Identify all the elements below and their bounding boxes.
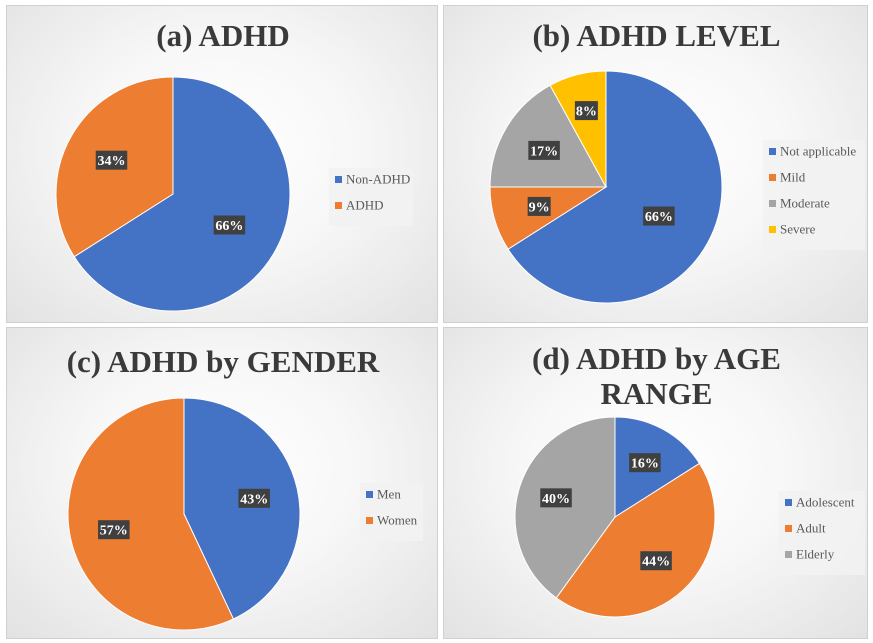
data-label-box-b-3 xyxy=(574,101,598,121)
data-label-b-3: 8% xyxy=(576,105,597,120)
chart-title-d-line-2: RANGE xyxy=(601,376,713,411)
pie-slice-a-non-adhd xyxy=(73,76,291,312)
legend-label-a-0: Non-ADHD xyxy=(346,172,410,187)
data-label-box-b-1 xyxy=(527,196,551,216)
data-label-box-d-0 xyxy=(629,453,661,473)
pie-slice-c-women xyxy=(67,397,235,631)
chart-panel-d: (d) ADHD by AGE RANGE 16% 44% 40% Adolescent A… xyxy=(443,327,868,639)
legend-swatch-c-0 xyxy=(366,491,373,498)
legend-label-d-0: Adolescent xyxy=(796,495,855,510)
legend-label-b-2: Moderate xyxy=(780,196,830,211)
data-label-c-0: 43% xyxy=(240,492,268,507)
pie-slice-b-severe xyxy=(549,70,607,188)
chart-panel-b: (b) ADHD LEVEL 66% 9% 17% 8% Not applicable Mi… xyxy=(443,5,868,323)
data-label-d-2: 40% xyxy=(542,492,570,507)
legend-label-c-0: Men xyxy=(377,487,401,502)
data-label-c-1: 57% xyxy=(100,524,128,539)
pie-chart-b: (b) ADHD LEVEL 66% 9% 17% 8% Not applicable Mi… xyxy=(489,18,865,304)
legend-label-b-3: Severe xyxy=(780,222,816,237)
pie-chart-c: (c) ADHD by GENDER 43% 57% Men Women xyxy=(67,344,423,631)
pie-slice-d-elderly xyxy=(514,416,616,599)
data-label-box-d-1 xyxy=(640,551,672,571)
legend-swatch-b-3 xyxy=(769,226,776,233)
legend-label-a-1: ADHD xyxy=(346,198,384,213)
legend-d xyxy=(779,491,865,575)
legend-label-b-1: Mild xyxy=(780,170,806,185)
data-label-d-1: 44% xyxy=(642,555,670,570)
legend-swatch-a-1 xyxy=(335,202,342,209)
data-label-box-b-2 xyxy=(528,140,560,160)
chart-panel-a: (a) ADHD 66% 34% Non-ADHD ADHD xyxy=(6,5,438,323)
chart-title-c: (c) ADHD by GENDER xyxy=(67,344,380,379)
legend-swatch-d-1 xyxy=(785,525,792,532)
data-label-b-1: 9% xyxy=(529,200,550,215)
data-label-a-1: 34% xyxy=(97,154,125,169)
legend-label-d-1: Adult xyxy=(796,521,826,536)
legend-label-c-1: Women xyxy=(377,513,418,528)
legend-swatch-b-0 xyxy=(769,148,776,155)
pie-chart-a: (a) ADHD 66% 34% Non-ADHD ADHD xyxy=(55,18,413,312)
data-label-box-b-0 xyxy=(643,206,675,226)
legend-swatch-b-1 xyxy=(769,174,776,181)
data-label-box-c-1 xyxy=(98,520,130,540)
pie-slice-d-adult xyxy=(555,462,716,618)
legend-b xyxy=(763,140,865,250)
data-label-b-0: 66% xyxy=(645,210,673,225)
legend-swatch-d-0 xyxy=(785,499,792,506)
legend-a xyxy=(329,168,413,226)
legend-swatch-a-0 xyxy=(335,176,342,183)
chart-title-d-line-1: (d) ADHD by AGE xyxy=(532,341,781,376)
chart-panel-c: (c) ADHD by GENDER 43% 57% Men Women xyxy=(6,327,438,639)
chart-title-b: (b) ADHD LEVEL xyxy=(532,18,780,53)
data-label-box-a-1 xyxy=(95,150,128,170)
pie-slice-b-not-applicable xyxy=(507,70,723,304)
legend-swatch-b-2 xyxy=(769,200,776,207)
data-label-d-0: 16% xyxy=(631,457,659,472)
data-label-box-c-0 xyxy=(238,488,270,508)
pie-slice-b-moderate xyxy=(489,84,607,188)
data-label-a-0: 66% xyxy=(215,219,243,234)
legend-swatch-c-1 xyxy=(366,517,373,524)
chart-title-a: (a) ADHD xyxy=(156,18,289,53)
legend-label-d-2: Elderly xyxy=(796,547,835,562)
data-label-box-a-0 xyxy=(213,215,246,235)
data-label-box-d-2 xyxy=(540,488,572,508)
pie-slice-c-men xyxy=(183,397,301,620)
legend-label-b-0: Not applicable xyxy=(780,144,856,159)
legend-swatch-d-2 xyxy=(785,551,792,558)
data-label-b-2: 17% xyxy=(530,144,558,159)
